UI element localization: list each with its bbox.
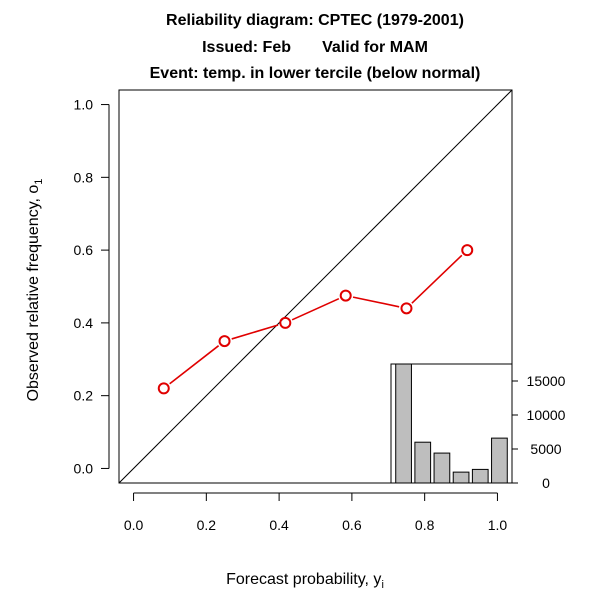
y-tick-label: 1.0 xyxy=(74,97,94,113)
y-axis-label: Observed relative frequency, o1 xyxy=(25,179,45,402)
inset-histogram-bar xyxy=(471,468,489,484)
perfect-reliability-diagonal xyxy=(118,89,513,484)
y-tick-label: 0.2 xyxy=(74,388,94,404)
y-tick-label: 0.8 xyxy=(74,169,94,185)
reliability-line-segment xyxy=(231,324,279,340)
x-axis-label: Forecast probability, yi xyxy=(226,571,384,591)
reliability-point xyxy=(218,335,231,348)
plot-frame xyxy=(118,89,513,484)
reliability-line-segment xyxy=(352,296,400,308)
inset-histogram-bar xyxy=(452,471,470,484)
reliability-point xyxy=(400,302,413,315)
x-axis-label-text: Forecast probability, y xyxy=(226,571,381,588)
x-tick-label: 0.0 xyxy=(124,517,144,533)
reliability-point xyxy=(279,316,292,329)
y-axis-label-subscript: 1 xyxy=(33,179,45,185)
y-tick-label: 0.6 xyxy=(74,242,94,258)
x-tick-label: 1.0 xyxy=(488,517,508,533)
inset-histogram-bar xyxy=(395,363,412,484)
chart-title-line-1: Reliability diagram: CPTEC (1979-2001) xyxy=(166,12,464,29)
inset-histogram-bar xyxy=(414,441,432,484)
y-tick-label: 0.4 xyxy=(74,315,94,331)
reliability-line-segment xyxy=(291,297,340,321)
y-axis-label-text: Observed relative frequency, o xyxy=(25,185,42,402)
inset-y-tick-label: 15000 xyxy=(527,373,566,389)
inset-y-tick-label: 5000 xyxy=(530,441,561,457)
inset-histogram-bar xyxy=(433,452,451,484)
x-axis-label-subscript: i xyxy=(381,579,383,591)
x-tick-label: 0.8 xyxy=(415,517,435,533)
chart-title-line-2: Issued: Feb Valid for MAM xyxy=(202,39,428,56)
x-tick-label: 0.4 xyxy=(269,517,289,533)
inset-y-tick-label: 10000 xyxy=(527,407,566,423)
inset-histogram-bar xyxy=(491,437,508,484)
chart-title-line-3: Event: temp. in lower tercile (below nor… xyxy=(150,65,481,82)
main-plot: 0.0 0.2 0.4 0.6 0.8 1.0 0.0 0.2 0.4 0.6 0.8 1.0 0 500… xyxy=(74,89,566,533)
x-tick-label: 0.6 xyxy=(342,517,362,533)
reliability-point xyxy=(157,382,170,395)
reliability-line-segment xyxy=(411,254,463,304)
x-tick-label: 0.2 xyxy=(197,517,217,533)
y-tick-label: 0.0 xyxy=(74,460,94,476)
reliability-line-segment xyxy=(169,345,220,385)
inset-y-tick-label: 0 xyxy=(542,475,550,491)
reliability-point xyxy=(339,289,352,302)
reliability-point xyxy=(461,244,474,257)
